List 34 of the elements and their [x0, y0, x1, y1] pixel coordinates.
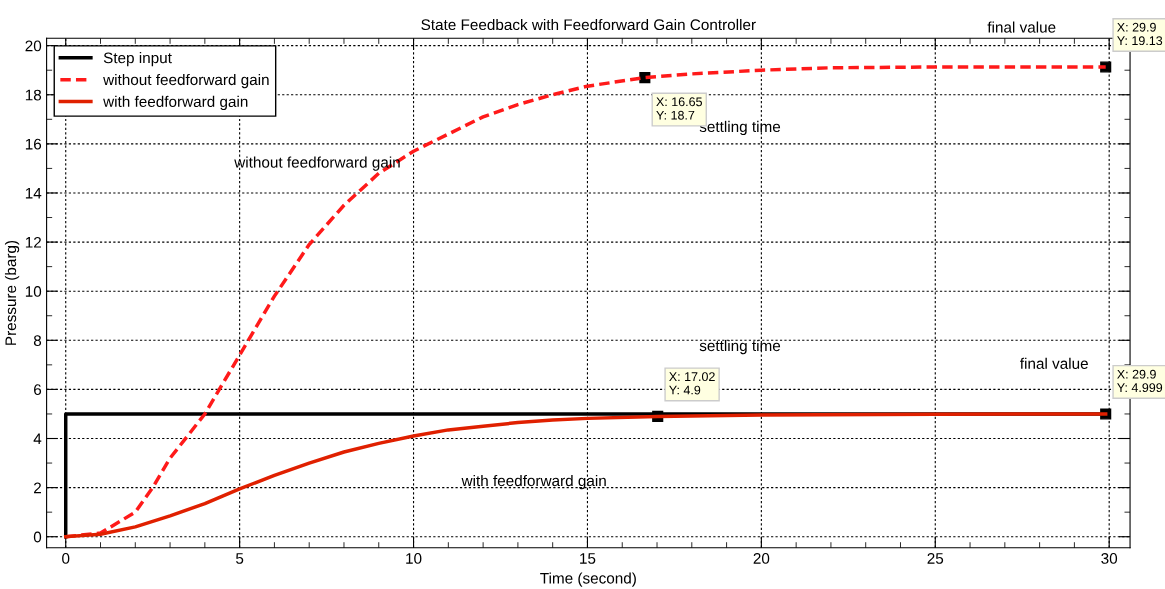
y-tick-label: 2	[34, 482, 41, 494]
y-tick-label: 20	[25, 40, 42, 52]
annotation: X: 17.02 Y: 4.9	[669, 372, 715, 395]
text: final value	[987, 21, 1056, 33]
legend-label: with feedforward gain	[103, 95, 248, 111]
x-tick-label: 5	[236, 553, 244, 564]
annotation: X: 29.9 Y: 19.13	[1117, 22, 1163, 46]
y-tick-label: 16	[25, 138, 42, 150]
x-tick-label: 0	[62, 553, 70, 564]
x-axis-title: Time (second)	[540, 572, 636, 587]
x-tick-label: 10	[406, 553, 422, 564]
annotation: final value	[1020, 357, 1088, 369]
x-tick-label: 25	[927, 553, 944, 564]
y-tick-label: 0	[33, 531, 42, 543]
annotation: X: 29.9 Y: 4.999	[1117, 369, 1163, 393]
annotation: without feedforward gain	[234, 156, 400, 171]
x-tick-label: 30	[1101, 553, 1118, 564]
y-tick-label: 4	[33, 433, 42, 445]
y-tick-label: 14	[25, 188, 42, 199]
chart-title: State Feedback with Feedforward Gain Controller	[421, 18, 756, 31]
y-tick-label: 6	[34, 384, 42, 396]
x-tick-label: 20	[753, 553, 770, 564]
annotation: with feedforward gain	[461, 474, 606, 490]
annotation: X: 16.65 Y: 18.7	[656, 97, 702, 120]
y-axis-title: Pressure (barg)	[4, 240, 20, 345]
annotation: settling time	[699, 339, 781, 355]
y-tick-label: 12	[25, 236, 41, 248]
y-tick-label: 18	[25, 89, 42, 101]
y-tick-label: 8	[33, 335, 42, 346]
x-tick-label: 15	[580, 553, 596, 564]
legend-label: without feedforward gain	[103, 73, 269, 89]
annotation: settling time	[699, 120, 781, 136]
legend-label: Step input	[103, 52, 172, 67]
y-tick-label: 10	[25, 286, 42, 297]
